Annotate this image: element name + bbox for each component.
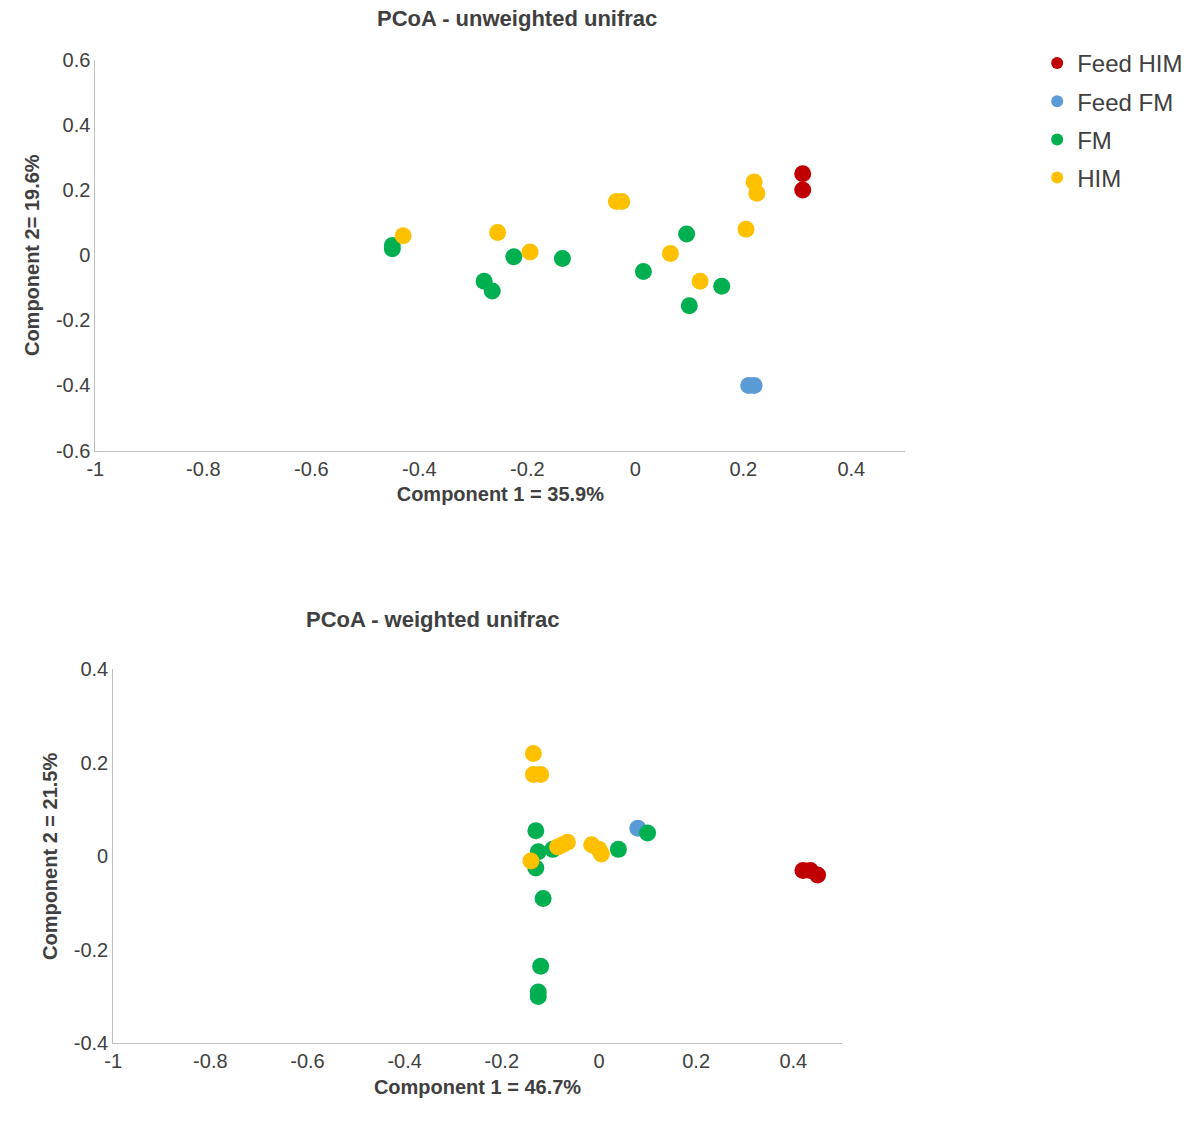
svg-text:-1: -1 bbox=[104, 1050, 122, 1072]
svg-text:Component 1 = 46.7%: Component 1 = 46.7% bbox=[374, 1076, 581, 1098]
svg-text:0.2: 0.2 bbox=[63, 179, 91, 201]
svg-text:0: 0 bbox=[630, 458, 641, 480]
svg-text:-0.4: -0.4 bbox=[56, 374, 90, 396]
svg-text:PCoA - weighted unifrac: PCoA - weighted unifrac bbox=[306, 607, 559, 632]
svg-text:-0.2: -0.2 bbox=[74, 939, 108, 961]
svg-text:Feed FM: Feed FM bbox=[1077, 89, 1173, 116]
svg-text:-0.6: -0.6 bbox=[56, 440, 90, 462]
svg-text:0.4: 0.4 bbox=[63, 114, 91, 136]
svg-text:-0.6: -0.6 bbox=[290, 1050, 324, 1072]
svg-text:-0.4: -0.4 bbox=[74, 1032, 108, 1054]
svg-text:0.4: 0.4 bbox=[80, 658, 108, 680]
svg-text:0.2: 0.2 bbox=[682, 1050, 710, 1072]
svg-text:-0.2: -0.2 bbox=[56, 309, 90, 331]
svg-text:-0.2: -0.2 bbox=[510, 458, 544, 480]
svg-text:-1: -1 bbox=[86, 458, 104, 480]
svg-text:0.4: 0.4 bbox=[779, 1050, 807, 1072]
svg-text:PCoA - unweighted unifrac: PCoA - unweighted unifrac bbox=[377, 6, 657, 31]
svg-text:0.2: 0.2 bbox=[729, 458, 757, 480]
svg-text:-0.4: -0.4 bbox=[387, 1050, 421, 1072]
svg-text:-0.2: -0.2 bbox=[485, 1050, 519, 1072]
svg-text:Component 1 = 35.9%: Component 1 = 35.9% bbox=[397, 483, 604, 505]
svg-text:Feed HIM: Feed HIM bbox=[1077, 50, 1182, 77]
svg-text:Component 2= 19.6%: Component 2= 19.6% bbox=[21, 154, 43, 356]
svg-text:-0.8: -0.8 bbox=[193, 1050, 227, 1072]
svg-text:FM: FM bbox=[1077, 127, 1112, 154]
svg-text:0: 0 bbox=[97, 845, 108, 867]
svg-text:Component 2 = 21.5%: Component 2 = 21.5% bbox=[39, 753, 61, 960]
svg-text:0.2: 0.2 bbox=[80, 752, 108, 774]
svg-text:0: 0 bbox=[593, 1050, 604, 1072]
svg-text:0: 0 bbox=[79, 244, 90, 266]
svg-text:-0.4: -0.4 bbox=[402, 458, 436, 480]
svg-text:0.6: 0.6 bbox=[63, 49, 91, 71]
svg-text:HIM: HIM bbox=[1077, 165, 1121, 192]
svg-text:-0.8: -0.8 bbox=[186, 458, 220, 480]
svg-text:-0.6: -0.6 bbox=[294, 458, 328, 480]
svg-text:0.4: 0.4 bbox=[837, 458, 865, 480]
